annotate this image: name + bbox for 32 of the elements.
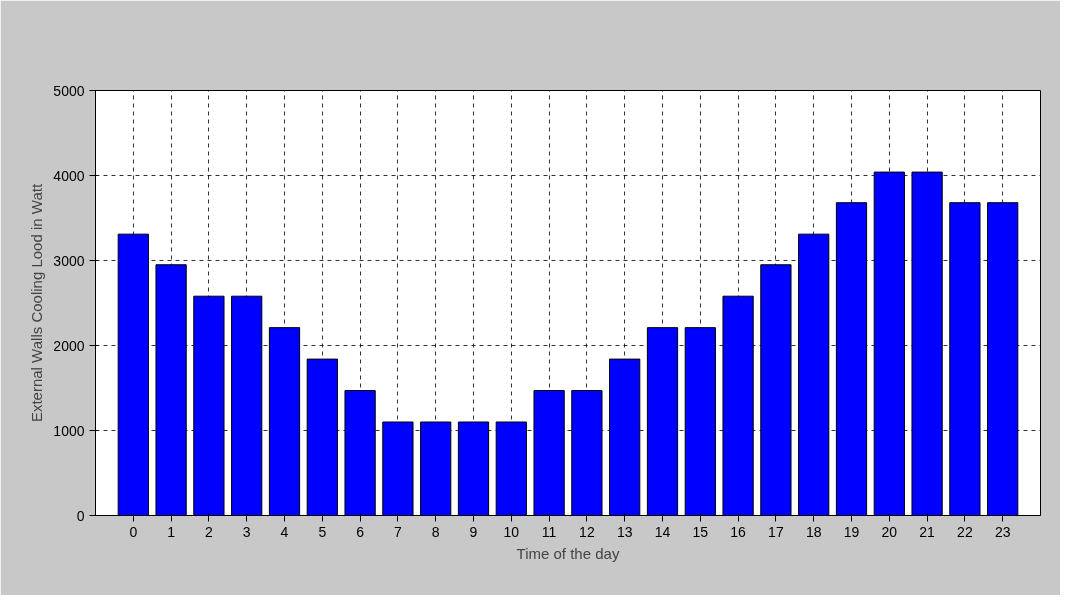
x-tick-label: 3 <box>242 523 251 540</box>
x-tick-label: 19 <box>843 523 860 540</box>
x-tick-label: 17 <box>768 523 784 540</box>
y-tick-label: 5000 <box>53 82 85 99</box>
x-tick-label: 14 <box>654 523 671 540</box>
y-axis-title: External Walls Cooling Lood in Watt <box>28 183 46 423</box>
x-tick-label: 13 <box>616 523 633 540</box>
x-tick-label: 11 <box>541 523 557 540</box>
x-tick-label: 6 <box>356 523 365 540</box>
y-tick-label: 1000 <box>53 422 85 439</box>
x-tick-label: 9 <box>469 523 478 540</box>
y-tick-label: 4000 <box>53 167 85 184</box>
x-tick-label: 15 <box>692 523 709 540</box>
y-tick-label: 0 <box>76 507 85 524</box>
x-tick-label: 21 <box>919 523 936 540</box>
x-tick-label: 20 <box>881 523 898 540</box>
x-tick-label: 16 <box>730 523 747 540</box>
y-tick-label: 2000 <box>53 337 85 354</box>
x-tick-label: 2 <box>205 523 214 540</box>
x-tick-label: 5 <box>318 523 327 540</box>
x-tick-label: 12 <box>579 523 595 540</box>
x-tick-label: 10 <box>503 523 520 540</box>
x-axis-title: Time of the day <box>516 544 620 562</box>
y-tick-label: 3000 <box>53 252 85 269</box>
x-tick-label: 4 <box>280 523 289 540</box>
x-tick-label: 18 <box>805 523 822 540</box>
x-tick-label: 7 <box>394 523 403 540</box>
x-tick-label: 1 <box>167 523 176 540</box>
x-tick-label: 8 <box>431 523 440 540</box>
x-tick-label: 22 <box>957 523 973 540</box>
x-tick-label: 23 <box>994 523 1011 540</box>
x-tick-label: 0 <box>129 523 138 540</box>
